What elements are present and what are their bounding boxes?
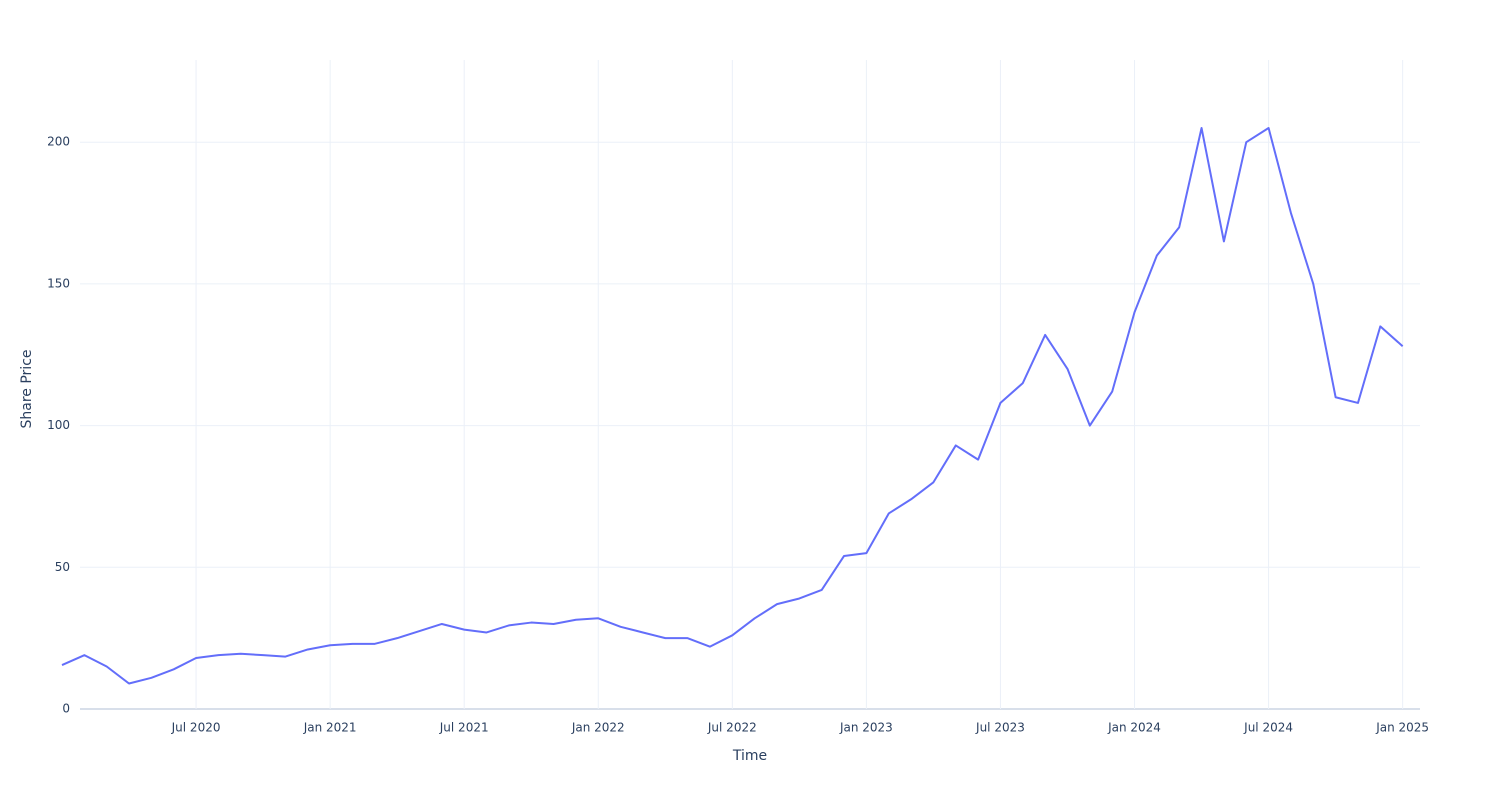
y-tick-label: 100 bbox=[47, 418, 70, 432]
x-tick-label: Jul 2023 bbox=[975, 721, 1025, 735]
x-tick-label: Jan 2024 bbox=[1107, 721, 1161, 735]
x-tick-label: Jan 2023 bbox=[839, 721, 893, 735]
y-axis-title: Share Price bbox=[19, 349, 35, 428]
y-tick-label: 0 bbox=[62, 702, 70, 716]
x-tick-label: Jul 2020 bbox=[171, 721, 221, 735]
y-tick-label: 150 bbox=[47, 276, 70, 290]
x-axis-title: Time bbox=[732, 748, 767, 764]
x-tick-label: Jan 2025 bbox=[1375, 721, 1429, 735]
x-tick-label: Jan 2021 bbox=[303, 721, 357, 735]
y-tick-label: 200 bbox=[47, 135, 70, 149]
x-tick-label: Jan 2022 bbox=[571, 721, 625, 735]
price-line bbox=[61, 127, 1404, 685]
x-tick-label: Jul 2024 bbox=[1243, 721, 1293, 735]
x-tick-label: Jul 2021 bbox=[439, 721, 489, 735]
y-tick-label: 50 bbox=[55, 560, 70, 574]
x-tick-label: Jul 2022 bbox=[707, 721, 757, 735]
